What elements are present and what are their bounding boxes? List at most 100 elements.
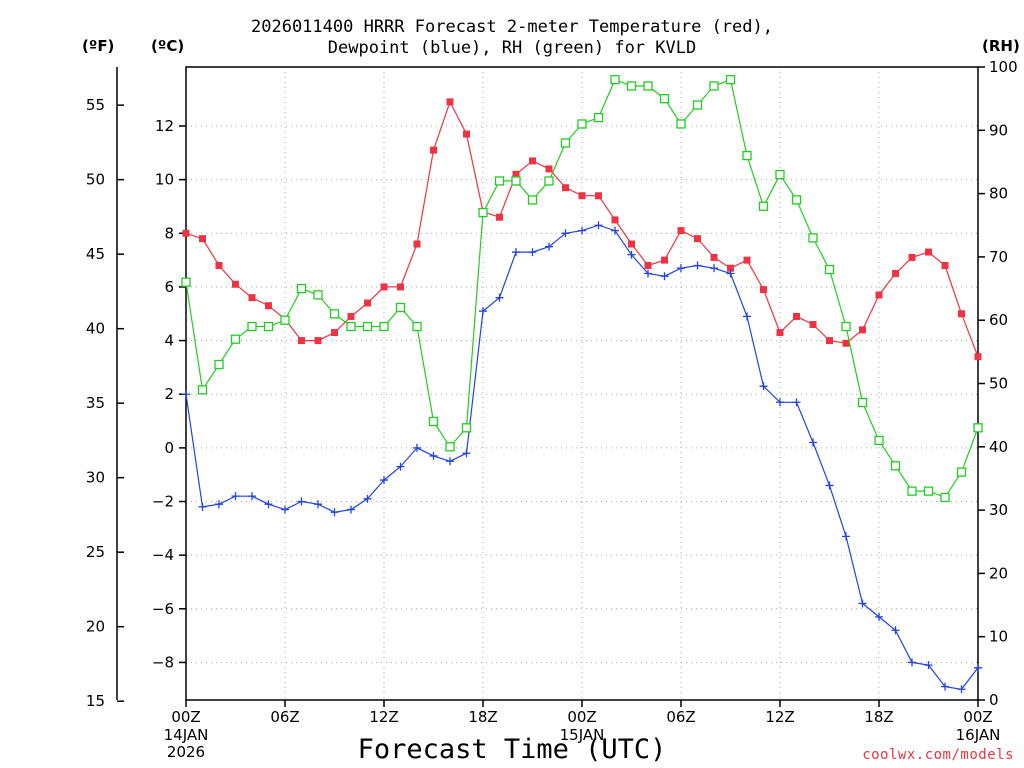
temperature-point-7 [298, 337, 305, 345]
rh-tick-label-1: 10 [989, 628, 1008, 646]
temperature-point-11 [364, 299, 371, 307]
temperature-point-17 [463, 130, 470, 138]
rh-point-9 [329, 309, 340, 319]
dewpoint-point-22 [545, 242, 553, 251]
x-tick-label-5: 06Z [666, 708, 695, 726]
x-date-label-8-0: 16JAN [956, 726, 1001, 744]
temperature-point-39 [826, 337, 833, 345]
rh-point-28 [643, 81, 653, 91]
rh-tick-label-2: 20 [989, 564, 1008, 582]
rh-tick-label-8: 80 [989, 185, 1008, 203]
rh-point-21 [527, 195, 538, 205]
rh-point-4 [247, 321, 257, 332]
plot-frame [185, 66, 979, 701]
temperature-point-38 [809, 320, 817, 328]
x-date-label-0-0: 14JAN [164, 726, 209, 744]
temperature-point-0 [182, 229, 190, 237]
rh-tick-label-9: 90 [989, 121, 1008, 139]
fahrenheit-tick-label-1: 20 [86, 618, 105, 636]
dewpoint-point-44 [908, 658, 916, 667]
temperature-point-46 [941, 261, 949, 269]
rh-point-41 [857, 397, 868, 408]
dewpoint-point-12 [380, 476, 388, 485]
temperature-point-33 [727, 264, 734, 272]
dewpoint-point-2 [215, 500, 223, 509]
dewpoint-point-48 [974, 663, 982, 672]
dewpoint-point-4 [248, 492, 256, 501]
dewpoint-point-40 [842, 532, 850, 541]
celsius-tick-label-10: 12 [155, 117, 174, 135]
rh-point-0 [181, 277, 191, 287]
fahrenheit-tick-label-4: 35 [86, 394, 105, 412]
dewpoint-point-3 [231, 492, 240, 501]
rh-point-6 [280, 315, 290, 325]
rh-tick-label-4: 40 [989, 438, 1008, 456]
celsius-tick-label-9: 10 [155, 171, 174, 189]
dewpoint-point-26 [611, 226, 619, 235]
x-tick-label-8: 00Z [963, 708, 992, 726]
rh-point-19 [494, 176, 505, 186]
temperature-point-28 [644, 261, 652, 269]
temperature-point-36 [776, 329, 784, 337]
temperature-point-35 [760, 286, 767, 294]
dewpoint-point-23 [561, 229, 570, 238]
temperature-point-47 [958, 310, 965, 318]
temperature-point-27 [628, 240, 635, 248]
dewpoint-point-13 [396, 462, 405, 471]
temperature-point-10 [347, 312, 355, 320]
x-tick-label-0: 00Z [171, 708, 200, 726]
temperature-point-30 [677, 227, 685, 235]
dewpoint-point-30 [677, 264, 685, 273]
dewpoint-point-43 [891, 626, 900, 635]
rh-point-15 [428, 416, 439, 427]
temperature-point-4 [248, 294, 256, 302]
dewpoint-point-45 [924, 661, 933, 670]
temperature-point-15 [430, 146, 437, 154]
dewpoint-point-27 [627, 250, 636, 259]
rh-point-29 [659, 94, 670, 104]
rh-point-42 [874, 435, 884, 446]
dewpoint-point-21 [528, 248, 537, 257]
fahrenheit-tick-label-8: 55 [86, 96, 105, 114]
x-axis-label: Forecast Time (UTC) [357, 734, 667, 765]
temperature-point-24 [578, 192, 586, 200]
rh-point-34 [742, 150, 752, 161]
rh-point-5 [263, 321, 274, 332]
rh-tick-label-6: 60 [989, 311, 1008, 329]
x-date-label-4-0: 15JAN [560, 726, 605, 744]
temperature-point-44 [908, 253, 916, 261]
series-layer [181, 75, 983, 694]
rh-point-27 [626, 81, 637, 91]
dewpoint-point-42 [875, 612, 883, 621]
rh-point-44 [907, 486, 917, 496]
dewpoint-point-35 [759, 382, 768, 391]
celsius-axis-unit: (ºC) [151, 37, 185, 55]
rh-point-11 [362, 321, 373, 332]
rh-point-43 [890, 461, 901, 471]
rh-tick-label-3: 30 [989, 501, 1008, 519]
rh-point-16 [445, 442, 455, 452]
x-tick-label-7: 18Z [864, 708, 893, 726]
temperature-point-5 [265, 302, 272, 310]
temperature-point-2 [215, 261, 223, 269]
temperature-point-42 [875, 291, 883, 299]
rh-point-30 [676, 119, 686, 129]
x-date-label-0-1: 2026 [167, 743, 205, 761]
rh-point-10 [346, 321, 356, 332]
celsius-tick-label-4: 0 [164, 439, 174, 457]
temperature-point-19 [496, 213, 503, 221]
celsius-tick-label-5: 2 [164, 385, 174, 403]
x-tick-label-4: 00Z [567, 708, 596, 726]
dewpoint-point-16 [446, 457, 454, 466]
dewpoint-point-37 [792, 398, 801, 407]
temperature-point-48 [974, 353, 982, 361]
x-tick-label-2: 12Z [369, 708, 398, 726]
dewpoint-point-17 [462, 449, 471, 458]
temperature-point-1 [199, 235, 206, 243]
x-tick-label-3: 18Z [468, 708, 497, 726]
rh-point-8 [313, 290, 323, 300]
chart-title-line2: Dewpoint (blue), RH (green) for KVLD [327, 38, 697, 58]
temperature-point-25 [595, 192, 602, 200]
rh-point-36 [775, 169, 785, 180]
